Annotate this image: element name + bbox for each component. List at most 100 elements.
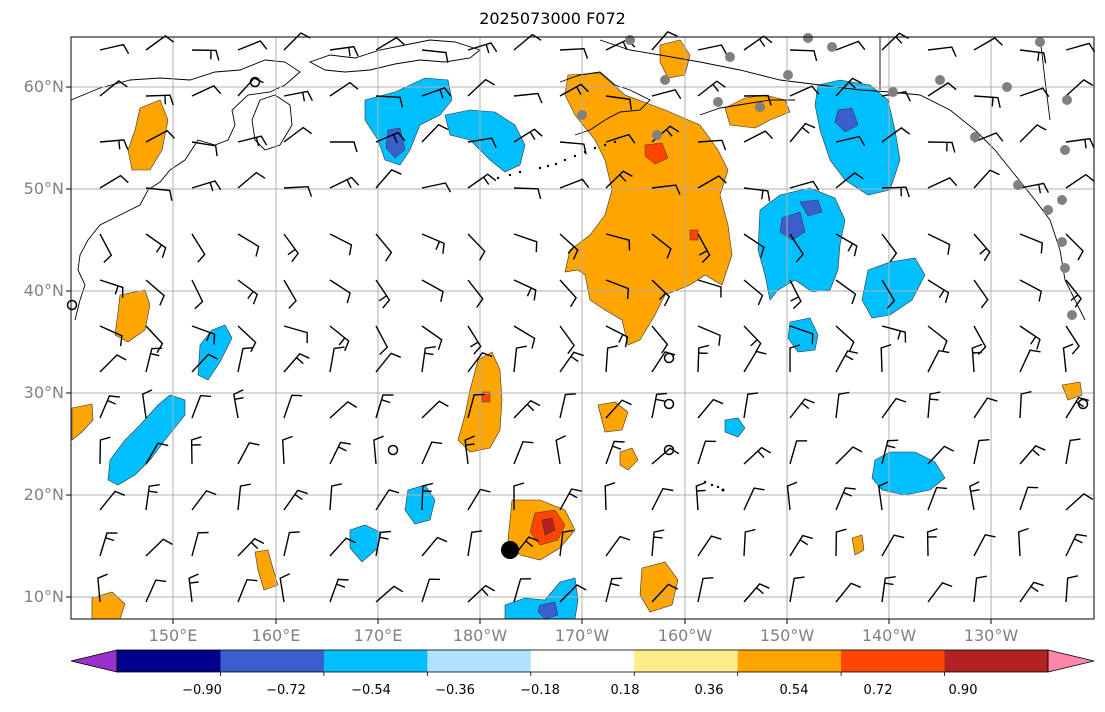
colorbar-segment: [117, 650, 221, 672]
negative-region-east-small: [787, 317, 819, 353]
wind-barb: [421, 482, 434, 511]
wind-barb: [375, 279, 391, 309]
wind-barb: [145, 538, 173, 557]
wind-barb: [743, 35, 773, 51]
wind-barb: [513, 233, 538, 253]
colorbar-tick-label: −0.18: [520, 683, 560, 698]
wind-barb: [283, 126, 313, 143]
wind-barb: [927, 486, 948, 511]
wind-barb: [835, 487, 856, 511]
wind-barb: [191, 489, 217, 511]
wind-barb: [375, 585, 404, 603]
colorbar-segment: [634, 650, 739, 672]
wind-barb: [421, 400, 449, 419]
wind-barb: [279, 573, 290, 603]
wind-barb: [973, 439, 990, 465]
wind-barb: [969, 481, 980, 511]
wind-barb: [881, 397, 907, 419]
wind-barb: [835, 233, 858, 257]
wind-barb: [973, 37, 1003, 51]
wind-barb: [1065, 42, 1096, 53]
wind-barb: [145, 94, 174, 106]
wind-barb: [651, 31, 678, 51]
wind-barb: [188, 573, 199, 603]
axis-ticks: [66, 86, 992, 624]
wind-barb: [697, 44, 728, 55]
colorbar-segment: [530, 650, 635, 672]
wind-barb: [99, 139, 129, 150]
negative-region-pacific-mid: [757, 187, 846, 301]
wind-barb: [881, 186, 910, 198]
wind-barb: [329, 401, 358, 419]
wind-barb: [513, 33, 542, 51]
wind-barb: [973, 575, 987, 603]
colorbar-segment: [944, 650, 1049, 672]
positive-region-south-east: [639, 561, 679, 613]
wind-barb: [877, 481, 889, 511]
wind-barb: [375, 131, 406, 144]
wind-barb: [329, 483, 343, 511]
wind-barb: [604, 482, 616, 511]
wind-barb: [973, 169, 1000, 189]
wind-barb: [421, 233, 445, 254]
coastline-asia: [70, 59, 301, 321]
wind-barb: [789, 325, 814, 345]
wind-barb: [559, 233, 579, 260]
wind-barb: [927, 349, 950, 373]
colorbar-tick-label: −0.36: [435, 683, 475, 698]
wind-barb: [421, 536, 448, 557]
wind-barb: [1065, 533, 1087, 557]
wind-barb: [283, 233, 299, 263]
wind-barb: [973, 233, 991, 262]
wind-barb: [789, 440, 808, 465]
wind-barb: [927, 445, 955, 465]
negative-region-west-small: [197, 324, 233, 381]
wind-barb: [237, 171, 266, 189]
wind-barb: [237, 442, 260, 465]
colorbar-tick-label: 0.54: [779, 683, 809, 698]
wind-barb: [1019, 445, 1046, 465]
wind-barb: [237, 279, 259, 305]
lon-label: 180°W: [452, 626, 508, 645]
wind-barb: [789, 233, 804, 263]
wind-barb: [1017, 527, 1029, 557]
wind-barb: [467, 351, 493, 373]
negative-region-bering-east: [444, 109, 526, 173]
wind-barb: [283, 353, 310, 373]
wind-barb: [99, 174, 129, 189]
wind-barb: [329, 325, 350, 352]
wind-barb: [283, 394, 303, 419]
wind-barb: [237, 483, 251, 511]
wind-barb: [835, 135, 866, 147]
wind-barb: [743, 94, 772, 106]
colorbar-tick-label: 0.90: [948, 683, 978, 698]
wind-barb: [513, 345, 527, 373]
wind-barb: [835, 391, 850, 419]
lon-label: 150°E: [148, 626, 198, 645]
wind-barb: [145, 347, 163, 373]
wind-barb: [743, 233, 765, 258]
colorbar-arrow-min: [70, 649, 118, 673]
wind-barb: [191, 394, 212, 419]
wind-barb: [145, 442, 169, 465]
wind-barb: [743, 583, 770, 603]
lon-label: 130°W: [963, 626, 1019, 645]
positive-core-gulf-2: [689, 229, 699, 241]
colorbar-segment: [323, 650, 428, 672]
wind-barb: [651, 447, 680, 465]
wind-barb: [697, 233, 711, 263]
wind-barb: [513, 128, 543, 143]
wind-barb: [191, 85, 222, 97]
wind-barb: [237, 347, 254, 373]
wind-barb: [605, 440, 625, 465]
wind-barb: [881, 279, 896, 309]
wind-barb: [743, 487, 765, 511]
wind-barb: [375, 352, 402, 373]
wind-barb: [373, 435, 384, 465]
wind-barb: [467, 233, 486, 261]
wind-barb: [605, 95, 632, 110]
wind-barb: [971, 343, 983, 373]
wind-barb: [973, 397, 998, 419]
wind-barb: [697, 325, 721, 346]
